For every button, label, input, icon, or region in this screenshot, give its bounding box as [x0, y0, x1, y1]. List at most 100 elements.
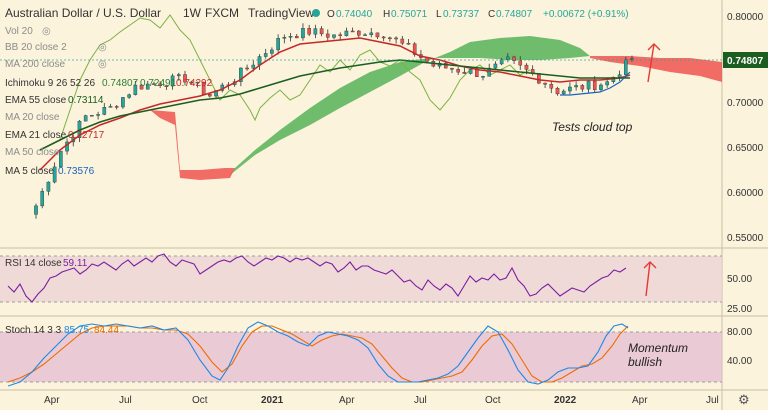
candle-down[interactable]	[537, 73, 541, 84]
candle-up[interactable]	[344, 30, 349, 36]
candle-down[interactable]	[164, 85, 169, 88]
candle-up[interactable]	[493, 63, 498, 69]
candle-down[interactable]	[394, 37, 398, 40]
gear-icon[interactable]: ⚙	[738, 392, 750, 407]
candle-up[interactable]	[239, 67, 243, 82]
candle-up[interactable]	[561, 90, 566, 95]
candle-up[interactable]	[623, 59, 628, 75]
candle-up[interactable]	[276, 38, 280, 51]
indicator-ichimoku-label[interactable]: Ichimoku 9 26 52 26	[5, 78, 95, 89]
candle-up[interactable]	[102, 107, 107, 115]
candle-up[interactable]	[170, 75, 175, 87]
candle-up[interactable]	[127, 94, 131, 98]
candle-up[interactable]	[617, 74, 622, 78]
candle-up[interactable]	[133, 84, 138, 95]
candle-down[interactable]	[400, 38, 405, 44]
candle-down[interactable]	[450, 67, 454, 70]
candle-up[interactable]	[46, 181, 51, 192]
candle-down[interactable]	[456, 69, 460, 73]
candle-down[interactable]	[139, 84, 144, 90]
candle-down[interactable]	[406, 42, 411, 45]
indicator-ema21-label[interactable]: EMA 21 close	[5, 130, 67, 141]
price-pane[interactable]	[0, 0, 722, 248]
candle-down[interactable]	[350, 30, 355, 33]
indicator-bb-label[interactable]: BB 20 close 2	[5, 42, 67, 53]
candle-up[interactable]	[574, 85, 578, 88]
candle-down[interactable]	[375, 32, 380, 38]
candle-up[interactable]	[369, 32, 374, 35]
indicator-ma200-label[interactable]: MA 200 close	[5, 59, 65, 70]
candle-up[interactable]	[108, 106, 113, 108]
candle-up[interactable]	[301, 28, 305, 39]
candle-down[interactable]	[555, 88, 560, 95]
candle-down[interactable]	[462, 71, 467, 74]
price-axis-pane[interactable]	[722, 0, 768, 410]
candle-up[interactable]	[363, 34, 367, 36]
stoch-label[interactable]: Stoch 14 3 3	[5, 325, 62, 336]
candle-down[interactable]	[443, 62, 448, 69]
candle-up[interactable]	[270, 49, 274, 54]
candle-up[interactable]	[481, 76, 485, 78]
candle-down[interactable]	[381, 36, 386, 39]
candle-up[interactable]	[263, 53, 268, 57]
hidden-eye-icon[interactable]: ◎	[98, 59, 107, 70]
candle-down[interactable]	[388, 37, 392, 40]
candle-up[interactable]	[468, 69, 473, 74]
candle-up[interactable]	[506, 56, 510, 60]
candle-up[interactable]	[487, 67, 492, 77]
candle-down[interactable]	[114, 106, 119, 108]
indicator-vol-label[interactable]: Vol 20	[5, 26, 33, 37]
candle-down[interactable]	[518, 60, 523, 66]
candle-down[interactable]	[412, 43, 417, 55]
candle-up[interactable]	[152, 83, 156, 85]
candle-up[interactable]	[605, 81, 609, 86]
candle-down[interactable]	[307, 28, 311, 35]
candle-up[interactable]	[313, 28, 318, 35]
candle-down[interactable]	[549, 84, 554, 89]
candle-up[interactable]	[251, 64, 256, 69]
candle-down[interactable]	[338, 34, 343, 36]
candle-down[interactable]	[325, 33, 330, 38]
indicator-ma20-label[interactable]: MA 20 close	[5, 112, 60, 123]
candle-down[interactable]	[592, 80, 597, 90]
hidden-eye-icon[interactable]: ◎	[98, 42, 107, 53]
candle-up[interactable]	[586, 80, 591, 90]
candle-up[interactable]	[121, 97, 125, 108]
candle-up[interactable]	[59, 150, 63, 168]
candle-up[interactable]	[176, 74, 181, 77]
interval[interactable]: 1W	[183, 6, 202, 20]
candle-down[interactable]	[245, 67, 249, 70]
candle-up[interactable]	[52, 166, 57, 183]
indicator-ma5-label[interactable]: MA 5 close	[5, 166, 54, 177]
candle-down[interactable]	[580, 85, 585, 90]
candle-down[interactable]	[357, 30, 361, 36]
candle-down[interactable]	[158, 83, 162, 87]
candle-down[interactable]	[183, 74, 187, 83]
indicator-ma50-label[interactable]: MA 50 close	[5, 147, 60, 158]
candle-down[interactable]	[512, 56, 516, 61]
candle-down[interactable]	[543, 82, 547, 85]
candle-up[interactable]	[96, 114, 100, 116]
candle-up[interactable]	[599, 84, 603, 90]
candle-up[interactable]	[34, 205, 38, 215]
hidden-eye-icon[interactable]: ◎	[42, 26, 51, 37]
candle-down[interactable]	[294, 36, 299, 39]
candle-up[interactable]	[90, 115, 94, 117]
symbol-name[interactable]: Australian Dollar / U.S. Dollar	[5, 6, 161, 20]
rsi-label[interactable]: RSI 14 close	[5, 258, 62, 269]
candle-up[interactable]	[568, 86, 572, 92]
candle-down[interactable]	[189, 81, 194, 84]
candle-up[interactable]	[195, 81, 200, 84]
candle-up[interactable]	[282, 37, 287, 39]
candle-up[interactable]	[40, 191, 45, 207]
candle-up[interactable]	[145, 83, 150, 90]
candle-down[interactable]	[474, 69, 479, 77]
candle-down[interactable]	[524, 64, 529, 70]
candle-up[interactable]	[83, 115, 88, 122]
candle-up[interactable]	[288, 36, 293, 38]
indicator-ema55-label[interactable]: EMA 55 close	[5, 95, 67, 106]
candle-down[interactable]	[319, 28, 324, 35]
candle-down[interactable]	[208, 93, 212, 97]
